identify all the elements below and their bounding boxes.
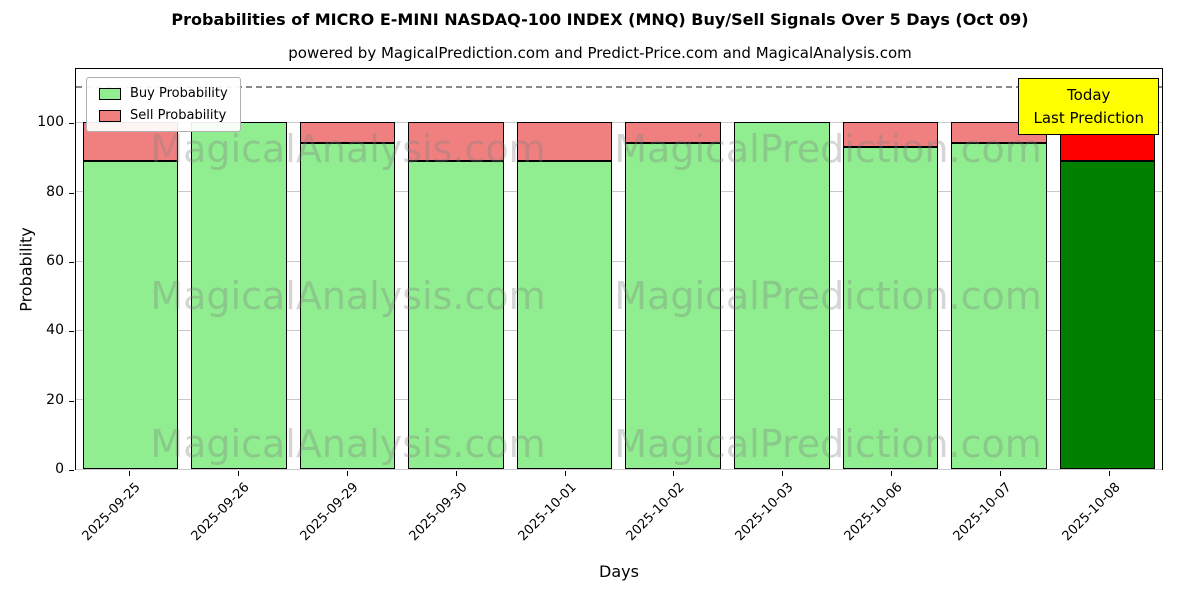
x-tick-label: 2025-10-02: [623, 480, 688, 545]
legend: Buy Probability Sell Probability: [86, 77, 241, 132]
gridline: [76, 260, 1162, 262]
bar: [293, 69, 402, 469]
bar: [510, 69, 619, 469]
bar: [402, 69, 511, 469]
annotation-line2: Last Prediction: [1033, 108, 1144, 127]
x-tick-mark: [999, 471, 1001, 476]
x-tick-label: 2025-10-01: [515, 480, 580, 545]
bar-buy-segment: [1059, 160, 1156, 469]
x-axis-label: Days: [599, 562, 639, 581]
legend-swatch: [99, 87, 121, 100]
bar-buy-segment: [408, 160, 504, 469]
bar-buy-segment: [951, 143, 1047, 469]
bar-sell-segment: [625, 122, 722, 144]
threshold-dashed-line: [76, 85, 1162, 88]
legend-swatch: [99, 109, 121, 122]
y-tick-label: 60: [46, 253, 64, 270]
x-tick-label: 2025-10-06: [841, 480, 906, 545]
x-tick-mark: [238, 471, 240, 476]
x-tick-mark: [782, 471, 784, 476]
gridline: [76, 121, 1162, 123]
bar: [945, 69, 1054, 469]
x-tick-label: 2025-10-03: [732, 480, 797, 545]
bar-sell-segment: [408, 122, 504, 161]
x-tick-mark: [129, 471, 131, 476]
bar-buy-segment: [299, 143, 396, 469]
bar: [185, 69, 294, 469]
x-tick-mark: [455, 471, 457, 476]
legend-label: Buy Probability: [130, 86, 228, 101]
bar-buy-segment: [842, 146, 939, 469]
bar-sell-segment: [842, 122, 939, 147]
x-tick-label: 2025-10-07: [950, 480, 1015, 545]
legend-item: Buy Probability: [99, 86, 228, 101]
y-tick-label: 100: [37, 114, 64, 131]
gridline: [76, 399, 1162, 401]
bar-sell-segment: [299, 122, 396, 144]
chart-subtitle: powered by MagicalPrediction.com and Pre…: [288, 44, 912, 62]
plot-area: Buy Probability Sell Probability Today La…: [75, 68, 1163, 470]
bars-container: [76, 69, 1162, 469]
y-tick-mark: [69, 123, 74, 125]
x-tick-mark: [347, 471, 348, 476]
x-tick-label: 2025-10-08: [1059, 480, 1124, 545]
y-tick-label: 80: [46, 183, 64, 200]
x-tick-mark: [673, 471, 675, 476]
x-tick-label: 2025-09-29: [297, 480, 362, 545]
bar-buy-segment: [516, 160, 613, 469]
bar: [1053, 69, 1162, 469]
y-tick-mark: [69, 262, 74, 264]
bar-buy-segment: [82, 160, 179, 469]
gridline: [76, 468, 1162, 470]
bar-buy-segment: [734, 122, 830, 469]
chart-title: Probabilities of MICRO E-MINI NASDAQ-100…: [171, 10, 1029, 29]
bar-buy-segment: [191, 122, 287, 469]
bar-buy-segment: [625, 143, 722, 469]
x-tick-label: 2025-09-26: [188, 480, 253, 545]
annotation-line1: Today: [1067, 86, 1111, 104]
y-tick-label: 0: [55, 461, 64, 477]
legend-label: Sell Probability: [130, 108, 227, 123]
bar-sell-segment: [516, 122, 613, 161]
x-tick-mark: [1108, 471, 1110, 476]
y-tick-mark: [69, 331, 74, 333]
gridline: [76, 191, 1162, 193]
x-tick-label: 2025-09-30: [406, 480, 471, 545]
x-tick-mark: [891, 471, 892, 476]
x-tick-label: 2025-09-25: [79, 480, 144, 545]
legend-item: Sell Probability: [99, 108, 228, 123]
today-annotation: Today Last Prediction: [1018, 78, 1159, 135]
y-tick-mark: [69, 192, 74, 194]
y-axis-label: Probability: [16, 227, 36, 312]
y-tick-label: 40: [46, 322, 64, 339]
y-tick-mark: [69, 400, 74, 402]
bar: [619, 69, 728, 469]
x-tick-mark: [564, 471, 566, 476]
bar: [728, 69, 837, 469]
y-tick-label: 20: [46, 391, 64, 408]
y-tick-mark: [69, 470, 74, 471]
bar: [836, 69, 945, 469]
gridline: [76, 329, 1162, 331]
